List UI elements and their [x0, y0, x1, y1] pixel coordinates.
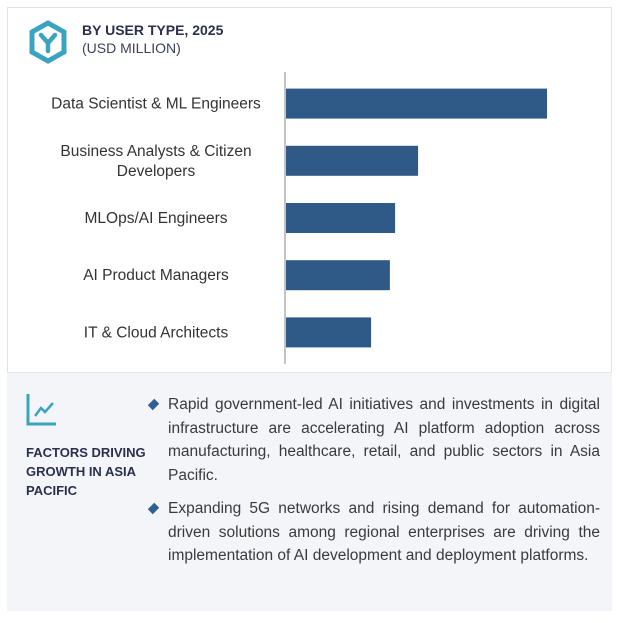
factors-title: FACTORS DRIVING GROWTH IN ASIA PACIFIC	[26, 445, 146, 498]
factor-bullet: Expanding 5G networks and rising demand …	[147, 497, 600, 568]
factors-panel	[7, 372, 612, 611]
bar	[286, 317, 372, 348]
line-chart-icon	[26, 394, 56, 426]
bar	[286, 88, 547, 119]
diamond-bullet-icon	[147, 502, 160, 515]
hexagon-y-icon	[29, 20, 67, 64]
factor-bullet: Rapid government-led AI initiatives and …	[147, 393, 600, 487]
bar	[286, 145, 419, 176]
bar	[286, 203, 396, 233]
category-label: MLOps/AI Engineers	[84, 210, 227, 227]
bar	[286, 260, 390, 291]
diamond-bullet-icon	[147, 398, 160, 411]
bar-chart: Data Scientist & ML Engineers Business An…	[51, 72, 547, 364]
factors-list: Rapid government-led AI initiatives and …	[147, 393, 600, 578]
category-label: AI Product Managers	[83, 267, 229, 284]
chart-title: BY USER TYPE, 2025	[82, 22, 224, 38]
category-label: Data Scientist & ML Engineers	[51, 96, 261, 113]
category-label: IT & Cloud Architects	[84, 324, 229, 341]
chart-subtitle: (USD MILLION)	[82, 40, 181, 56]
category-label: Business Analysts & Citizen Developers	[60, 143, 251, 180]
